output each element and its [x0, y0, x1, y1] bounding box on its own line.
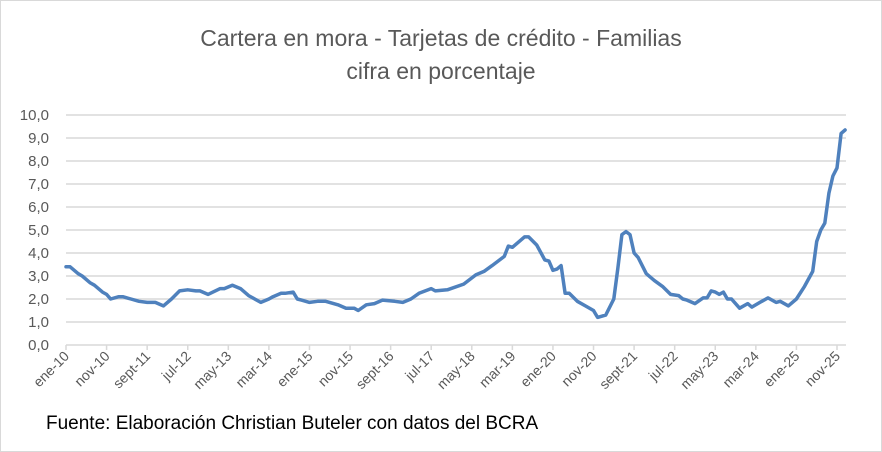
x-tick-label: jul-22 [645, 348, 681, 384]
x-tick-label: mar-14 [232, 348, 275, 391]
x-tick-label: nov-25 [802, 348, 844, 390]
source-note: Fuente: Elaboración Christian Buteler co… [46, 413, 539, 434]
x-tick-label: jul-12 [158, 348, 194, 384]
chart-subtitle: cifra en porcentaje [346, 58, 536, 84]
x-tick-label: ene-20 [517, 348, 559, 390]
x-tick-label: ene-10 [30, 348, 72, 390]
y-tick-label: 10,0 [20, 107, 49, 124]
y-tick-label: 4,0 [28, 245, 49, 262]
y-tick-label: 1,0 [28, 314, 49, 331]
x-tick-label: sept-16 [352, 348, 396, 392]
y-tick-label: 6,0 [28, 199, 49, 216]
y-tick-label: 3,0 [28, 268, 49, 285]
x-tick-label: may-18 [434, 348, 478, 392]
x-tick-label: ene-15 [273, 348, 315, 390]
x-tick-label: may-23 [677, 348, 721, 392]
x-tick-label: nov-20 [558, 348, 600, 390]
y-tick-label: 5,0 [28, 222, 49, 239]
y-tick-label: 8,0 [28, 153, 49, 170]
x-tick-label: nov-10 [71, 348, 113, 390]
x-tick-label: may-13 [190, 348, 234, 392]
y-tick-label: 7,0 [28, 176, 49, 193]
x-tick-label: sept-21 [596, 348, 640, 392]
x-tick-label: sept-11 [110, 348, 154, 392]
x-tick-label: mar-24 [719, 348, 762, 391]
x-tick-label: mar-19 [476, 348, 519, 391]
x-tick-label: jul-17 [401, 348, 437, 384]
y-tick-label: 0,0 [28, 337, 49, 354]
x-tick-label: ene-25 [760, 348, 802, 390]
chart-title: Cartera en mora - Tarjetas de crédito - … [200, 25, 682, 51]
y-tick-label: 9,0 [28, 130, 49, 147]
series-line [64, 128, 847, 320]
x-tick-label: nov-15 [315, 348, 357, 390]
y-tick-label: 2,0 [28, 291, 49, 308]
